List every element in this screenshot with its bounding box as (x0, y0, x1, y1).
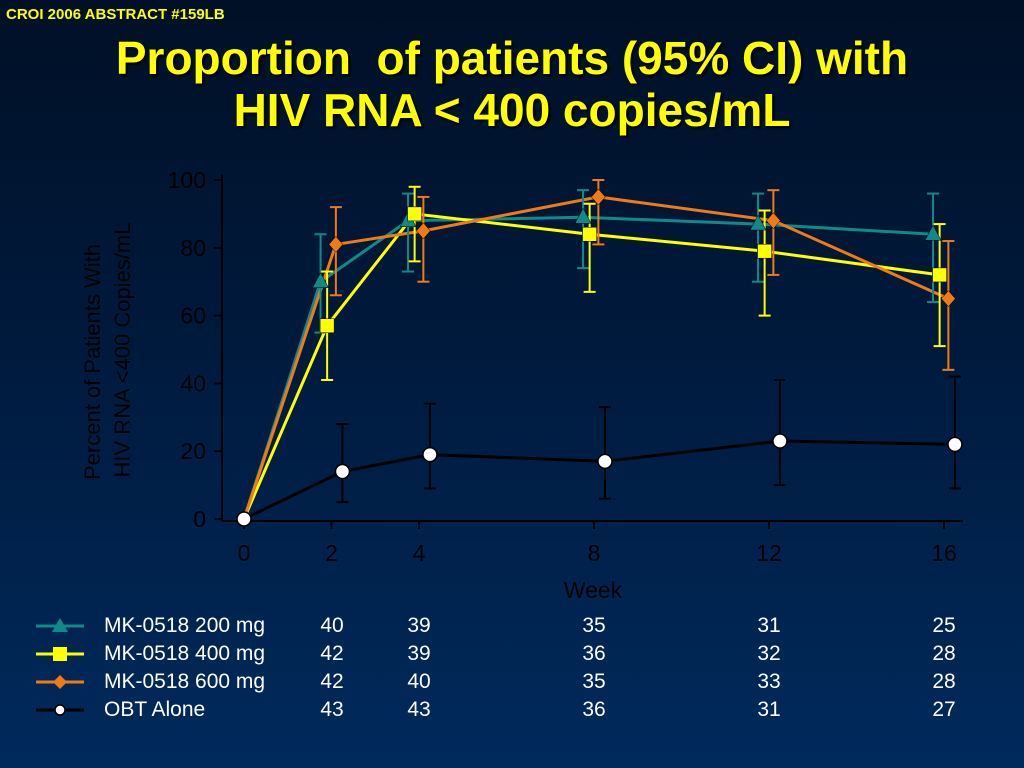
patient-count: 40 (407, 670, 431, 693)
patient-count: 32 (757, 642, 781, 665)
patient-count: 39 (407, 642, 431, 665)
y-axis-title-line-2: HIV RNA <400 Copies/mL (110, 223, 135, 478)
legend-marker (53, 675, 67, 689)
data-point-mk-0518-600-mg (941, 290, 956, 308)
legend-row-mk-0518-400-mg: MK-0518 400 mg 42 39 36 32 28 (0, 640, 1024, 668)
data-point-obt-alone (422, 446, 438, 463)
abstract-tag: CROI 2006 ABSTRACT #159LB (6, 6, 225, 23)
y-axis-title-line-1: Percent of Patients With (80, 244, 105, 480)
title-line-1: Proportion of patients (95% CI) with (115, 32, 909, 84)
legend-label: MK-0518 600 mg (104, 670, 266, 693)
patient-count: 42 (320, 670, 344, 693)
patient-count: 43 (407, 698, 431, 721)
x-axis-title: Week (564, 577, 623, 603)
data-point-mk-0518-400-mg (582, 226, 597, 242)
legend-row-obt-alone: OBT Alone 43 43 36 31 27 (0, 696, 1024, 724)
legend-label: MK-0518 400 mg (104, 642, 266, 665)
data-point-mk-0518-400-mg (757, 243, 772, 259)
x-tick-label: 0 (238, 540, 251, 566)
slide-title: Proportion of patients (95% CI) with HIV… (0, 32, 1024, 136)
legend-label: OBT Alone (104, 698, 206, 721)
data-point-mk-0518-600-mg (416, 222, 431, 240)
patient-count: 33 (757, 670, 781, 693)
legend-label: MK-0518 200 mg (104, 614, 266, 637)
legend-swatch-triangle-icon (36, 618, 84, 632)
patient-count: 31 (757, 698, 781, 721)
y-tick-label: 60 (180, 303, 206, 329)
legend-swatch-diamond-icon (36, 675, 84, 689)
y-tick-label: 20 (180, 438, 206, 464)
patient-count: 31 (757, 614, 781, 637)
y-tick-label: 0 (193, 506, 206, 532)
x-tick-label: 4 (413, 540, 426, 566)
x-tick-label: 12 (756, 540, 782, 566)
patient-count: 39 (407, 614, 431, 637)
legend-marker (54, 704, 66, 716)
legend-swatch-circle-icon (36, 704, 84, 716)
legend-row-mk-0518-600-mg: MK-0518 600 mg 42 40 35 33 28 (0, 668, 1024, 696)
patient-count: 36 (582, 698, 606, 721)
patient-count: 40 (320, 614, 344, 637)
y-tick-label: 100 (168, 167, 206, 193)
data-point-obt-alone (772, 433, 788, 449)
title-line-2: HIV RNA < 400 copies/mL (233, 84, 791, 136)
data-point-mk-0518-200-mg (924, 224, 942, 241)
y-tick-label: 40 (180, 370, 206, 396)
data-point-mk-0518-200-mg (574, 207, 592, 224)
data-point-mk-0518-400-mg (932, 267, 947, 283)
legend-marker (53, 647, 67, 661)
legend-table: MK-0518 200 mg 40 39 35 31 25 MK-0518 400 mg 42… (0, 612, 1024, 732)
data-point-mk-0518-600-mg (766, 212, 781, 230)
legend-marker (52, 618, 68, 632)
data-point-mk-0518-200-mg (749, 214, 767, 231)
patient-count: 35 (582, 670, 606, 693)
legend-row-mk-0518-200-mg: MK-0518 200 mg 40 39 35 31 25 (0, 612, 1024, 640)
y-tick-label: 80 (180, 235, 206, 261)
patient-count: 43 (320, 698, 344, 721)
data-point-mk-0518-400-mg (407, 206, 422, 222)
patient-count: 25 (932, 614, 956, 637)
x-tick-label: 8 (588, 540, 601, 566)
patient-count: 42 (320, 642, 344, 665)
patient-count: 28 (932, 670, 956, 693)
data-point-obt-alone (947, 436, 963, 453)
data-point-obt-alone (597, 453, 613, 470)
data-point-mk-0518-400-mg (319, 318, 335, 334)
line-chart: 0 20 40 60 80 100 0 2 4 8 12 16 Week Percent of Patie… (80, 167, 963, 603)
x-tick-label: 16 (931, 540, 957, 566)
patient-count: 28 (932, 642, 956, 665)
data-point-mk-0518-600-mg (328, 236, 344, 253)
data-point-obt-alone (334, 463, 351, 480)
patient-count: 36 (582, 642, 606, 665)
data-point-obt-alone (236, 511, 252, 527)
patient-count: 35 (582, 614, 606, 637)
legend-swatch-square-icon (36, 647, 84, 661)
series-line-obt-alone (243, 439, 955, 521)
x-tick-label: 2 (325, 540, 338, 566)
series-line-mk-0518-400-mg (242, 212, 940, 520)
data-point-mk-0518-200-mg (312, 272, 329, 288)
patient-count: 27 (932, 698, 956, 721)
data-point-mk-0518-600-mg (591, 188, 606, 206)
